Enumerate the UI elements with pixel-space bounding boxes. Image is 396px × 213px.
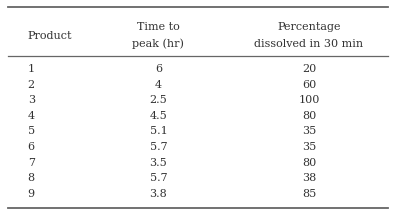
Text: 7: 7 [28, 158, 35, 167]
Text: 5.1: 5.1 [150, 127, 167, 136]
Text: 6: 6 [155, 64, 162, 74]
Text: 3.5: 3.5 [150, 158, 167, 167]
Text: 6: 6 [28, 142, 35, 152]
Text: 4: 4 [155, 80, 162, 90]
Text: 80: 80 [302, 158, 316, 167]
Text: Time to: Time to [137, 22, 180, 32]
Text: 3.8: 3.8 [150, 189, 167, 199]
Text: 8: 8 [28, 173, 35, 183]
Text: 60: 60 [302, 80, 316, 90]
Text: 80: 80 [302, 111, 316, 121]
Text: 2: 2 [28, 80, 35, 90]
Text: 4.5: 4.5 [150, 111, 167, 121]
Text: dissolved in 30 min: dissolved in 30 min [254, 39, 364, 49]
Text: 85: 85 [302, 189, 316, 199]
Text: 35: 35 [302, 127, 316, 136]
Text: 100: 100 [298, 95, 320, 105]
Text: 5: 5 [28, 127, 35, 136]
Text: 3: 3 [28, 95, 35, 105]
Text: 20: 20 [302, 64, 316, 74]
Text: 4: 4 [28, 111, 35, 121]
Text: peak (hr): peak (hr) [133, 38, 184, 49]
Text: 9: 9 [28, 189, 35, 199]
Text: 5.7: 5.7 [150, 173, 167, 183]
Text: 5.7: 5.7 [150, 142, 167, 152]
Text: 38: 38 [302, 173, 316, 183]
Text: 35: 35 [302, 142, 316, 152]
Text: Product: Product [28, 31, 72, 41]
Text: Percentage: Percentage [277, 22, 341, 32]
Text: 1: 1 [28, 64, 35, 74]
Text: 2.5: 2.5 [150, 95, 167, 105]
